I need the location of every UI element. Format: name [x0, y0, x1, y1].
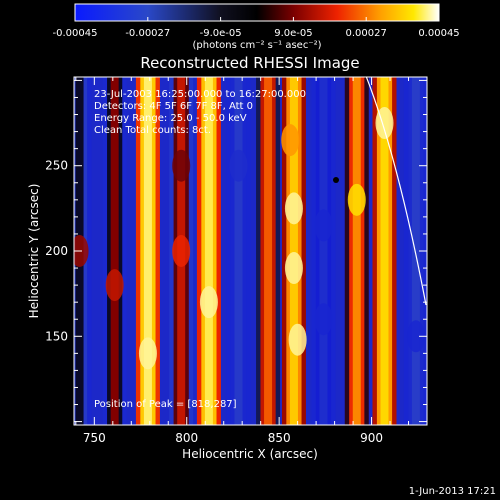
- stripe-core: [110, 77, 119, 425]
- x-tick-label: 750: [83, 431, 106, 445]
- heatmap-blob: [284, 252, 303, 285]
- heatmap-blob: [347, 183, 366, 216]
- heatmap-blob: [406, 320, 425, 353]
- info-text: 23-Jul-2003 16:25:00.000 to 16:27:00.000…: [94, 89, 306, 136]
- x-tick-label: 800: [175, 431, 198, 445]
- heatmap-blob: [138, 337, 157, 370]
- colorbar: [74, 3, 440, 22]
- y-tick-label: 150: [45, 329, 68, 343]
- x-axis-ticks: [75, 77, 428, 425]
- stripe-core: [352, 77, 361, 425]
- colorbar-units: (photons cm⁻² s⁻¹ asec⁻²): [192, 40, 321, 51]
- info-line-1: 23-Jul-2003 16:25:00.000 to 16:27:00.000: [94, 89, 306, 100]
- colorbar-ticks: [74, 17, 440, 21]
- y-tick-label: 200: [45, 244, 68, 258]
- heatmap-blob: [314, 209, 333, 242]
- stripe-core: [380, 77, 389, 425]
- colorbar-tick-label: 0.00027: [346, 28, 387, 39]
- plot-title: Reconstructed RHESSI Image: [140, 54, 359, 72]
- heatmap-blob: [105, 269, 124, 302]
- colorbar-tick-labels: -0.00045 -0.00027 -9.0e-05 9.0e-05 0.00027 0.…: [53, 28, 460, 39]
- peak-marker: [333, 177, 339, 183]
- x-tick-label: 900: [360, 431, 383, 445]
- stripe-core: [319, 77, 328, 425]
- info-line-3: Energy Range: 25.0 - 50.0 keV: [94, 113, 247, 124]
- heatmap-blob: [172, 149, 191, 182]
- y-axis-ticks: [74, 79, 427, 423]
- heatmap-blobs: [74, 107, 425, 370]
- colorbar-tick-label: 0.00045: [418, 28, 459, 39]
- x-tick-label: 850: [268, 431, 291, 445]
- y-tick-label: 250: [45, 159, 68, 173]
- stripe-core: [234, 77, 243, 425]
- info-line-4: Clean Total counts: 8ct.: [94, 125, 211, 136]
- y-axis-label: Heliocentric Y (arcsec): [27, 184, 41, 319]
- heatmap-blob: [229, 149, 248, 182]
- colorbar-tick-label: -0.00027: [125, 28, 170, 39]
- peak-label: Position of Peak = [818,287]: [94, 399, 237, 410]
- stripe-core: [143, 77, 152, 425]
- footer-timestamp: 1-Jun-2013 17:21: [409, 486, 496, 497]
- colorbar-tick-label: 9.0e-05: [274, 28, 312, 39]
- x-axis-label: Heliocentric X (arcsec): [182, 447, 318, 461]
- x-axis-tick-labels: 750 800 850 900: [83, 431, 383, 445]
- solar-limb: [365, 77, 427, 306]
- stripe-core: [289, 77, 298, 425]
- y-axis-tick-labels: 250 200 150: [45, 159, 68, 344]
- heatmap-blob: [172, 235, 191, 267]
- colorbar-tick-label: -0.00045: [53, 28, 98, 39]
- stripe-core: [204, 77, 213, 425]
- info-line-2: Detectors: 4F 5F 6F 7F 8F, Att 0: [94, 101, 253, 112]
- heatmap-blob: [284, 192, 303, 225]
- heatmap-blob: [314, 303, 333, 336]
- heatmap-blob: [288, 323, 307, 356]
- colorbar-tick-label: -9.0e-05: [200, 28, 242, 39]
- stripe-core: [411, 77, 420, 425]
- heatmap-blob: [199, 286, 218, 319]
- heatmap-blob: [281, 124, 300, 157]
- stripe-core: [264, 77, 273, 425]
